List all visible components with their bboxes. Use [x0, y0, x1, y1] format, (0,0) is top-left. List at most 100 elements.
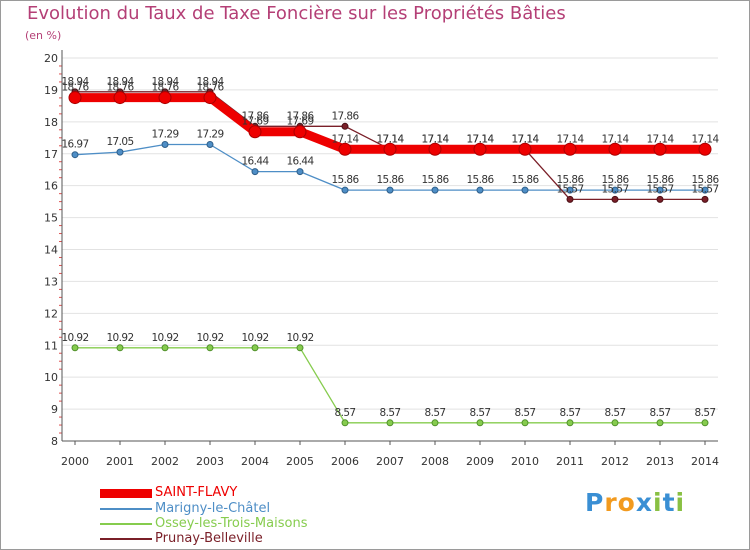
data-label: 18.94: [196, 76, 224, 88]
data-point: [521, 419, 529, 427]
data-point: [701, 186, 709, 194]
y-tick-label: 15: [44, 212, 58, 225]
data-label: 16.44: [286, 156, 314, 168]
data-point: [431, 186, 439, 194]
data-point: [698, 142, 712, 156]
data-label: 8.57: [605, 407, 626, 419]
data-point: [338, 142, 352, 156]
y-tick-label: 16: [44, 180, 58, 193]
data-label: 15.86: [331, 174, 359, 186]
data-point: [341, 419, 349, 427]
data-label: 17.14: [511, 133, 539, 145]
logo-letter: P: [585, 488, 605, 517]
data-label: 15.86: [556, 174, 584, 186]
data-label: 15.86: [421, 174, 449, 186]
y-tick-label: 17: [44, 148, 58, 161]
data-label: 17.05: [106, 136, 133, 148]
x-tick-label: 2003: [196, 455, 224, 468]
x-tick-label: 2004: [241, 455, 269, 468]
data-point: [296, 168, 304, 176]
data-point: [428, 142, 442, 156]
data-point: [611, 419, 619, 427]
data-point: [518, 142, 532, 156]
logo-letter: t: [662, 488, 676, 517]
y-tick-label: 12: [44, 307, 58, 320]
data-point: [656, 186, 664, 194]
data-label: 18.94: [61, 76, 89, 88]
y-tick-label: 10: [44, 371, 58, 384]
data-point: [566, 186, 574, 194]
data-point: [158, 91, 172, 105]
x-tick-label: 2001: [106, 455, 134, 468]
data-point: [476, 419, 484, 427]
data-point: [611, 186, 619, 194]
x-tick-label: 2014: [691, 455, 719, 468]
x-tick-label: 2013: [646, 455, 674, 468]
legend-label: Marigny-le-Châtel: [155, 501, 271, 516]
data-point: [206, 140, 214, 148]
data-label: 15.57: [646, 183, 673, 195]
data-point: [386, 186, 394, 194]
data-point: [656, 195, 664, 203]
data-label: 17.14: [466, 133, 494, 145]
data-point: [566, 419, 574, 427]
x-tick-label: 2010: [511, 455, 539, 468]
y-tick-label: 20: [44, 52, 58, 65]
data-point: [248, 125, 262, 139]
data-label: 17.69: [286, 116, 313, 128]
data-point: [161, 140, 169, 148]
data-point: [341, 122, 349, 130]
data-point: [71, 344, 79, 352]
data-label: 15.86: [466, 174, 494, 186]
x-tick-label: 2007: [376, 455, 404, 468]
data-point: [116, 148, 124, 156]
data-point: [566, 195, 574, 203]
data-label: 17.14: [421, 133, 449, 145]
data-point: [116, 344, 124, 352]
data-point: [701, 419, 709, 427]
data-point: [71, 151, 79, 159]
legend-label: Ossey-les-Trois-Maisons: [155, 516, 308, 531]
data-label: 15.57: [556, 183, 583, 195]
data-label: 8.57: [425, 407, 446, 419]
data-label: 18.76: [151, 82, 179, 94]
logo-letter: i: [675, 488, 686, 517]
data-point: [251, 344, 259, 352]
chart-title: Evolution du Taux de Taxe Foncière sur l…: [27, 3, 566, 24]
logo-letter: i: [653, 488, 663, 517]
data-point: [203, 91, 217, 105]
data-point: [293, 125, 307, 139]
x-tick-label: 2009: [466, 455, 494, 468]
data-label: 17.69: [241, 116, 268, 128]
data-label: 8.57: [695, 407, 716, 419]
series-2: [71, 344, 709, 427]
data-point: [113, 91, 127, 105]
data-point: [383, 142, 397, 156]
data-label: 17.14: [376, 133, 404, 145]
y-axis-unit: (en %): [25, 29, 62, 42]
x-tick-label: 2005: [286, 455, 314, 468]
data-point: [386, 419, 394, 427]
y-tick-label: 19: [44, 84, 58, 97]
data-point: [563, 142, 577, 156]
data-label: 17.14: [421, 133, 449, 145]
legend-swatch: [100, 489, 152, 498]
data-label: 8.57: [470, 407, 491, 419]
legend-swatch: [100, 523, 152, 525]
data-label: 8.57: [515, 407, 536, 419]
axes: 8 9 10 11 12 13 14 15 16 17 18 19 20 2000 2001 2002 2003…: [44, 50, 719, 468]
data-label: 18.94: [151, 76, 179, 88]
data-label: 16.97: [61, 139, 88, 151]
data-labels: 16.97 17.05 17.29 17.29 16.44 16.44 15.86 15.86…: [61, 76, 720, 419]
data-label: 10.92: [61, 332, 88, 344]
data-label: 10.92: [286, 332, 313, 344]
data-label: 8.57: [380, 407, 401, 419]
data-label: 17.29: [196, 128, 223, 140]
data-point: [701, 195, 709, 203]
logo-letter: x: [635, 488, 653, 517]
data-label: 8.57: [335, 407, 356, 419]
data-label: 10.92: [196, 332, 223, 344]
x-tick-label: 2006: [331, 455, 359, 468]
x-tick-label: 2000: [61, 455, 89, 468]
series-0: [68, 91, 712, 156]
